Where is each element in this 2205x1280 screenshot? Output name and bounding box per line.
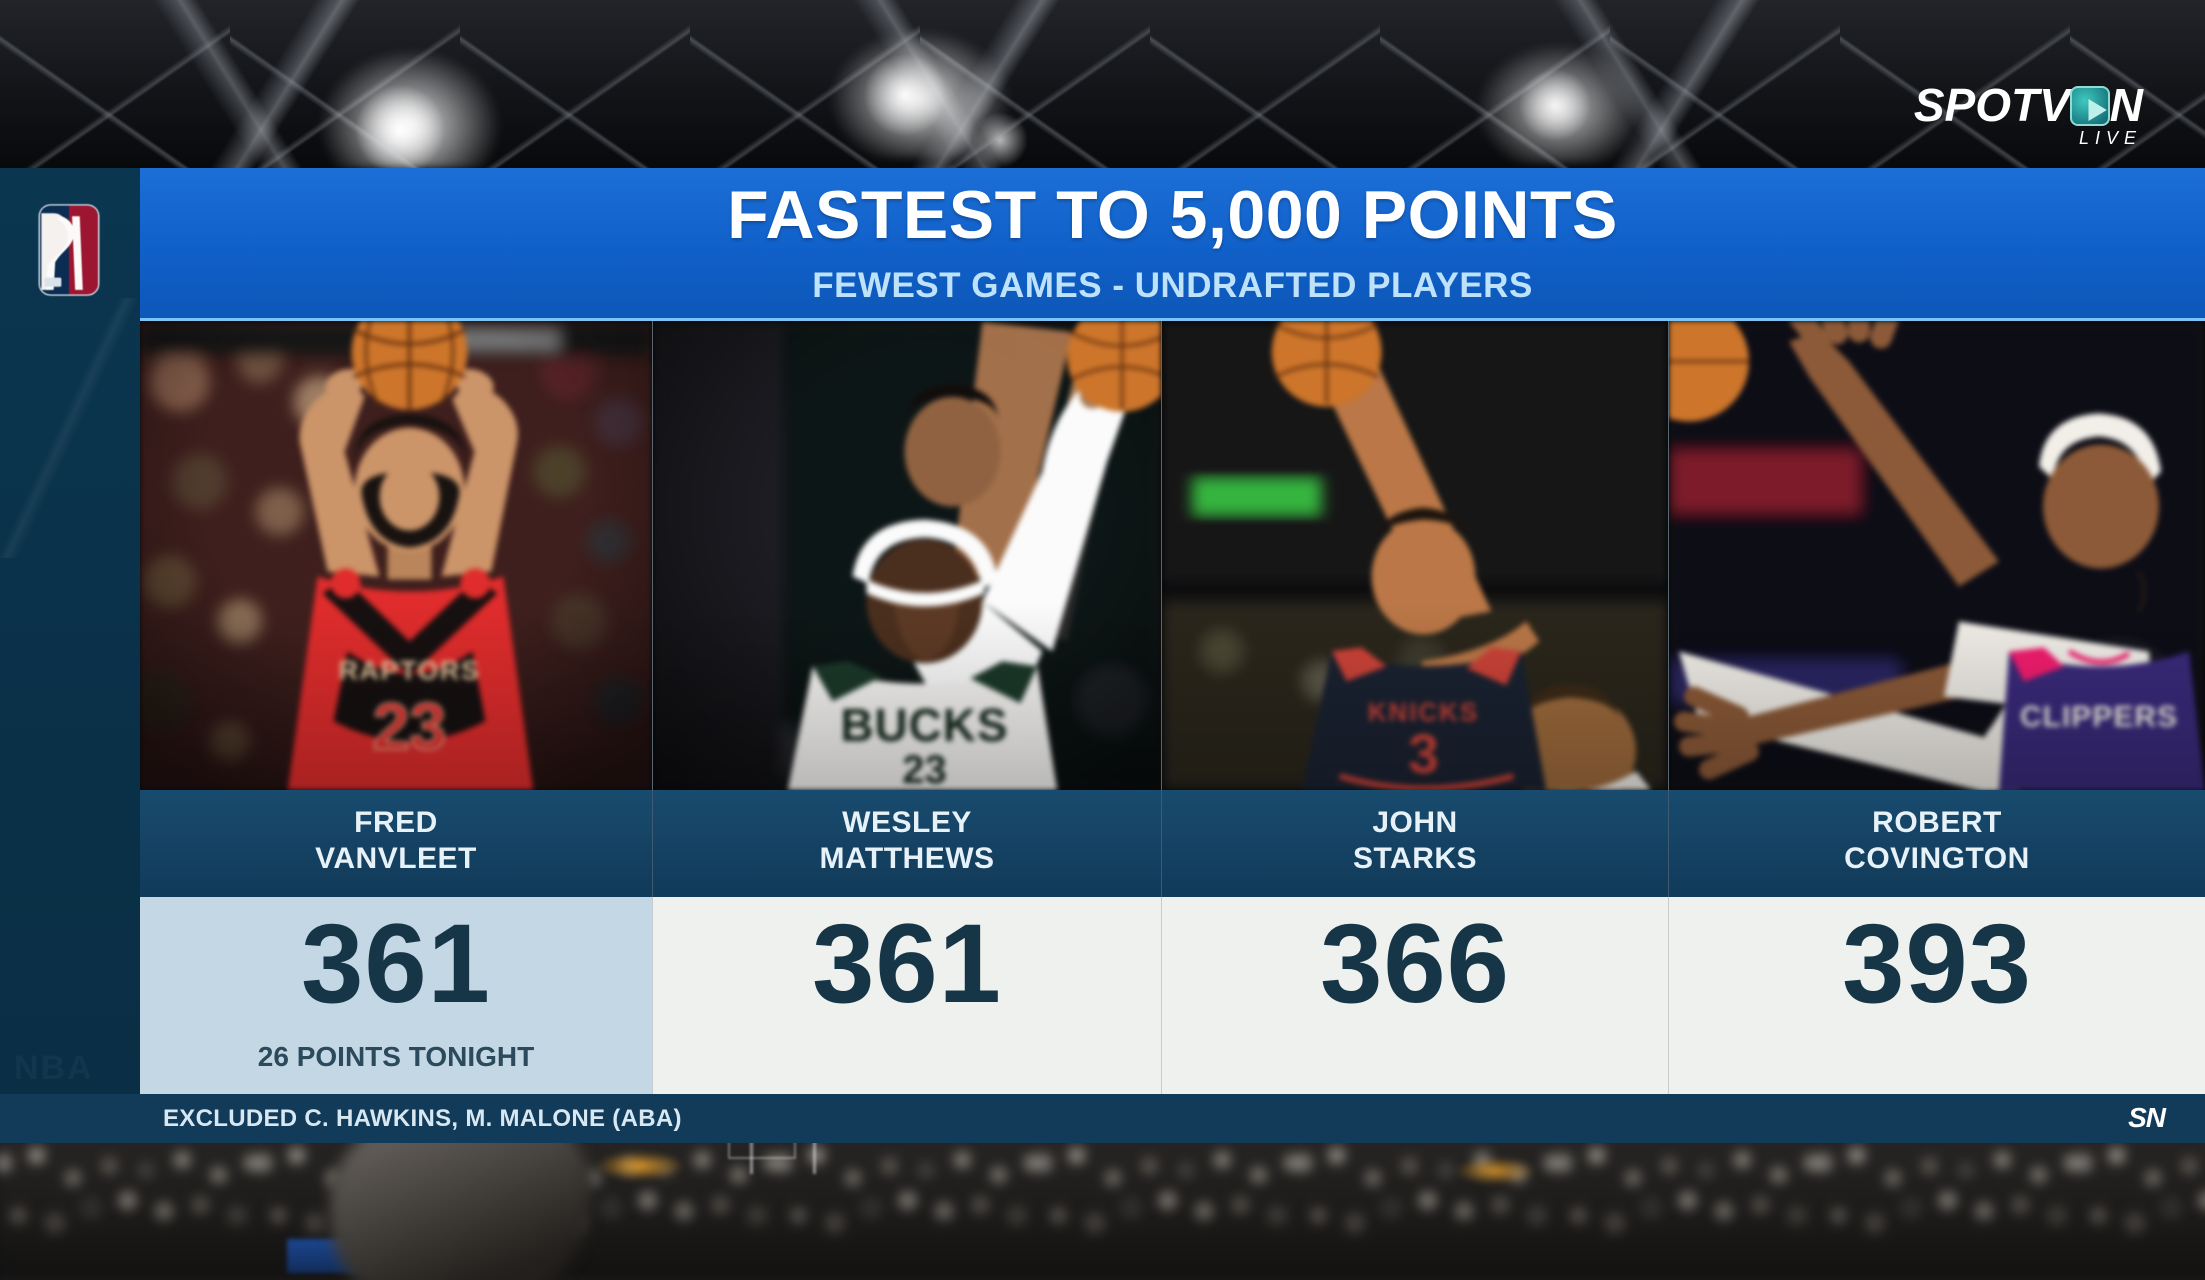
svg-text:RAPTORS: RAPTORS: [339, 655, 481, 685]
svg-text:23: 23: [373, 689, 446, 763]
svg-text:CLIPPERS: CLIPPERS: [2020, 701, 2178, 734]
svg-text:BUCKS: BUCKS: [840, 699, 1008, 751]
svg-text:3: 3: [1408, 722, 1439, 785]
svg-text:23: 23: [902, 748, 946, 791]
svg-text:KNICKS: KNICKS: [1368, 699, 1479, 727]
